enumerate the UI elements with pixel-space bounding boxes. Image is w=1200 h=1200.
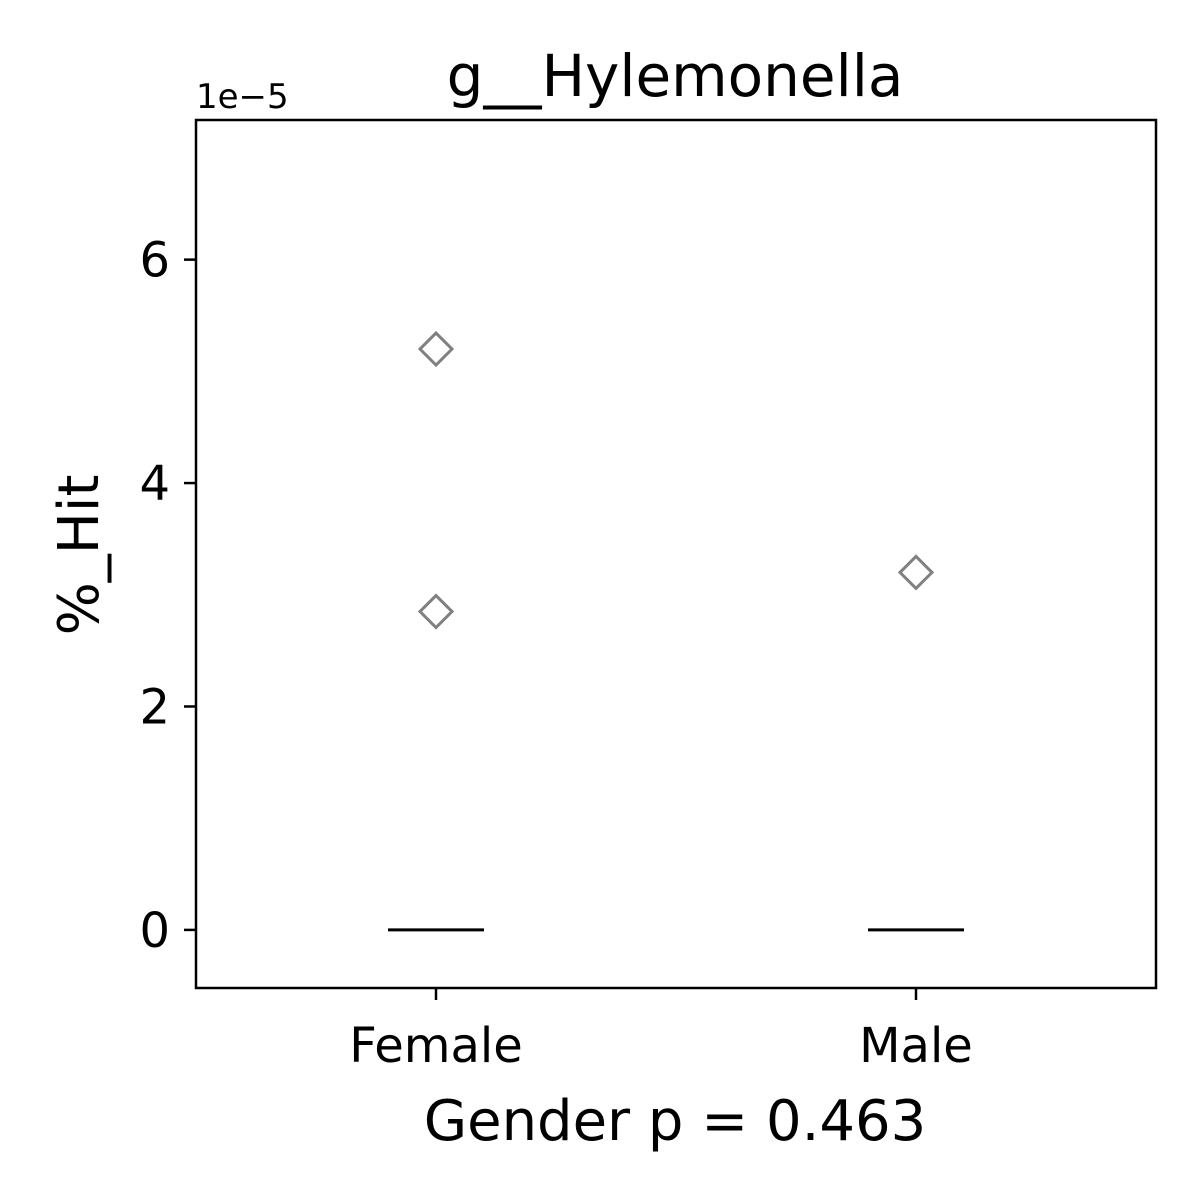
- box-male: [868, 554, 964, 932]
- outlier-point: [897, 554, 935, 591]
- box-female: [388, 330, 484, 932]
- plot-frame: [194, 118, 1158, 990]
- x-tick-label: Male: [859, 1018, 973, 1074]
- outlier-point: [417, 593, 455, 630]
- x-axis: Female Male: [349, 988, 973, 1074]
- x-tick-label: Female: [349, 1018, 523, 1074]
- plot-area: [388, 330, 964, 932]
- x-axis-label: Gender p = 0.463: [424, 1089, 927, 1154]
- y-tick-label: 4: [139, 456, 170, 512]
- y-tick-label: 6: [139, 233, 170, 289]
- y-axis-label: %_Hit: [47, 475, 112, 636]
- outlier-point: [417, 330, 455, 368]
- y-tick-label: 0: [139, 903, 170, 959]
- y-tick-label: 2: [139, 679, 170, 735]
- y-axis-offset-label: 1e−5: [196, 77, 289, 117]
- y-axis: 0 2 4 6: [139, 233, 196, 959]
- chart-title: g__Hylemonella: [447, 42, 904, 110]
